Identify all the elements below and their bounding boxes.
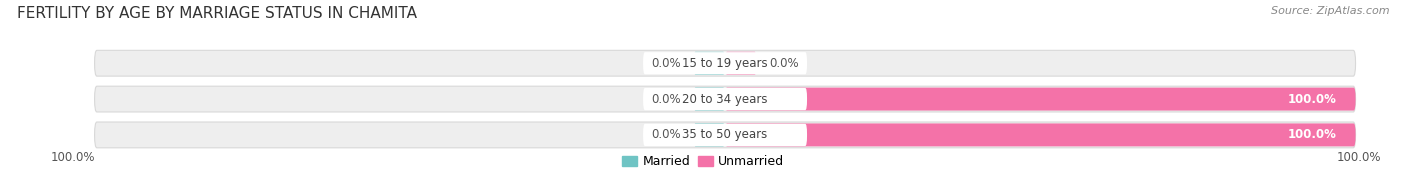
Text: 100.0%: 100.0% <box>1336 151 1381 164</box>
FancyBboxPatch shape <box>693 88 725 111</box>
FancyBboxPatch shape <box>643 52 807 74</box>
Text: 100.0%: 100.0% <box>51 151 96 164</box>
FancyBboxPatch shape <box>94 122 1355 148</box>
Text: 0.0%: 0.0% <box>651 128 681 142</box>
Text: 20 to 34 years: 20 to 34 years <box>682 93 768 106</box>
FancyBboxPatch shape <box>94 50 1355 76</box>
FancyBboxPatch shape <box>725 123 1355 146</box>
FancyBboxPatch shape <box>693 52 725 75</box>
Text: Source: ZipAtlas.com: Source: ZipAtlas.com <box>1271 6 1389 16</box>
Text: FERTILITY BY AGE BY MARRIAGE STATUS IN CHAMITA: FERTILITY BY AGE BY MARRIAGE STATUS IN C… <box>17 6 416 21</box>
FancyBboxPatch shape <box>725 52 756 75</box>
FancyBboxPatch shape <box>725 88 1355 111</box>
Text: 100.0%: 100.0% <box>1288 93 1337 106</box>
FancyBboxPatch shape <box>693 123 725 146</box>
Legend: Married, Unmarried: Married, Unmarried <box>617 150 789 173</box>
Text: 15 to 19 years: 15 to 19 years <box>682 57 768 70</box>
Text: 100.0%: 100.0% <box>1288 128 1337 142</box>
Text: 35 to 50 years: 35 to 50 years <box>682 128 768 142</box>
FancyBboxPatch shape <box>94 86 1355 112</box>
Text: 0.0%: 0.0% <box>651 93 681 106</box>
Text: 0.0%: 0.0% <box>651 57 681 70</box>
FancyBboxPatch shape <box>643 124 807 146</box>
FancyBboxPatch shape <box>643 88 807 110</box>
Text: 0.0%: 0.0% <box>769 57 799 70</box>
